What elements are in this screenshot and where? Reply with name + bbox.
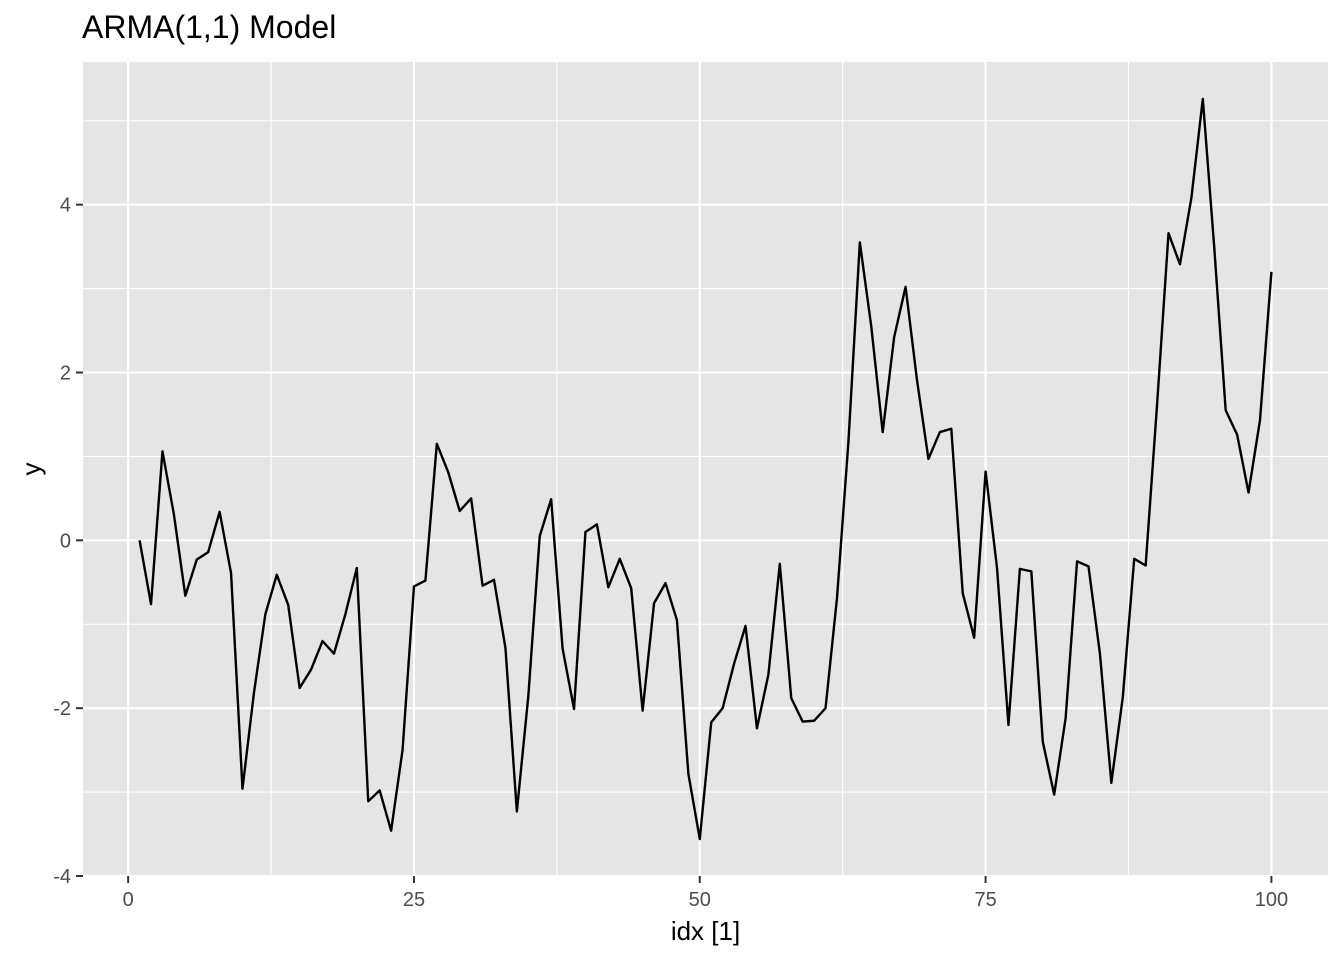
- y-axis-title: y: [16, 463, 46, 476]
- y-tick-label: 4: [60, 195, 71, 217]
- series-line: [138, 97, 1273, 841]
- x-tick-label: 0: [123, 889, 134, 911]
- x-tick-label: 25: [403, 889, 425, 911]
- y-tick-label: 0: [60, 530, 71, 552]
- y-tick-labels: -4 -2 0 2 4: [53, 195, 71, 888]
- y-tick-label: -2: [53, 698, 71, 720]
- x-tick-label: 100: [1255, 889, 1288, 911]
- y-tick-label: 2: [60, 362, 71, 384]
- x-axis-title: idx [1]: [671, 916, 740, 946]
- x-tick-labels: 0 25 50 75 100: [123, 889, 1289, 911]
- x-tick-label: 50: [689, 889, 711, 911]
- x-tick-label: 75: [974, 889, 996, 911]
- chart-title: ARMA(1,1) Model: [82, 9, 336, 45]
- axis-ticks: [76, 203, 1273, 883]
- plot-panel: [83, 62, 1328, 876]
- y-tick-label: -4: [53, 866, 71, 888]
- grid-major: [83, 62, 1328, 878]
